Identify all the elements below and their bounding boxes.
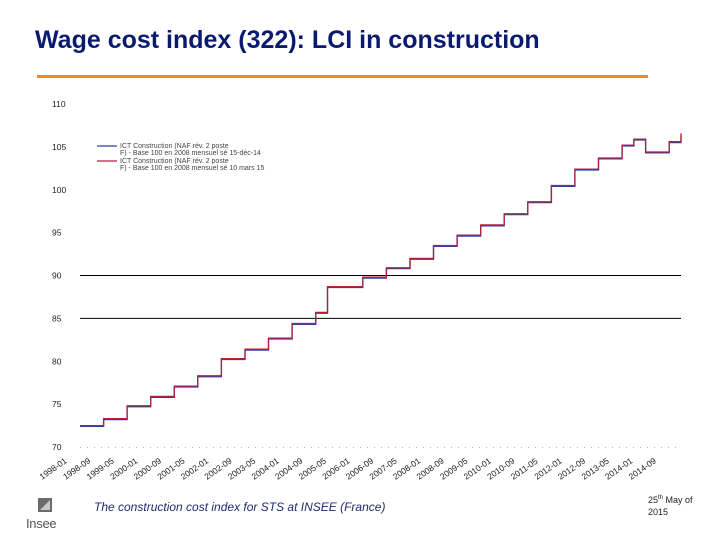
footer-date-month: May of xyxy=(665,495,693,505)
y-tick-label: 90 xyxy=(52,271,62,281)
legend-label: ICT Construction (NAF rév. 2 poste xyxy=(120,158,229,165)
y-tick-label: 95 xyxy=(52,228,62,238)
footer-date-year: 2015 xyxy=(648,507,669,517)
legend-label: F) - Base 100 en 2008 mensuel sé 10 mars… xyxy=(120,165,264,172)
y-tick-label: 85 xyxy=(52,313,62,323)
insee-logo-mark-icon xyxy=(38,498,52,512)
y-tick-label: 110 xyxy=(52,99,66,109)
series-line xyxy=(80,135,682,428)
y-tick-label: 100 xyxy=(52,185,66,195)
y-tick-label: 70 xyxy=(52,442,62,452)
y-tick-label: 80 xyxy=(52,356,62,366)
slide-title: Wage cost index (322): LCI in constructi… xyxy=(35,26,540,54)
footer-date-suffix: th xyxy=(658,495,664,501)
footer-date-day: 25 xyxy=(648,495,659,505)
legend-label: F) - Base 100 en 2008 mensuel sé 15-déc-… xyxy=(120,150,261,157)
title-divider xyxy=(37,75,648,78)
y-tick-label: 105 xyxy=(52,142,66,152)
series-line xyxy=(80,133,682,427)
footer-caption: The construction cost index for STS at I… xyxy=(94,500,386,514)
footer-date: 25th May of 2015 xyxy=(648,492,693,518)
x-tick-label: 2014-09 xyxy=(627,455,659,481)
legend-label: ICT Construction (NAF rév. 2 poste xyxy=(120,143,229,150)
y-tick-label: 75 xyxy=(52,399,62,409)
insee-logo-text: Insee xyxy=(26,516,57,531)
insee-logo: Insee xyxy=(24,496,68,536)
